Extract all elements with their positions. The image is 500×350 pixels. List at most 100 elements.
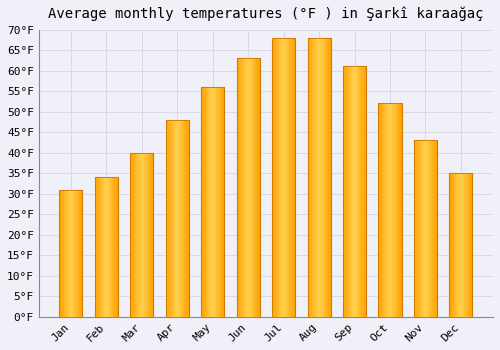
Bar — [149, 153, 150, 317]
Bar — [66, 190, 68, 317]
Bar — [95, 177, 118, 317]
Bar — [142, 153, 143, 317]
Bar — [144, 153, 146, 317]
Bar — [104, 177, 106, 317]
Bar — [358, 66, 359, 317]
Bar — [63, 190, 64, 317]
Bar — [151, 153, 152, 317]
Bar — [238, 58, 239, 317]
Bar — [166, 120, 189, 317]
Bar — [72, 190, 74, 317]
Bar — [60, 190, 82, 317]
Bar — [450, 173, 452, 317]
Bar — [276, 38, 278, 317]
Bar — [74, 190, 76, 317]
Bar — [468, 173, 469, 317]
Bar — [207, 87, 208, 317]
Bar — [463, 173, 464, 317]
Bar — [290, 38, 292, 317]
Bar — [308, 38, 310, 317]
Bar — [254, 58, 255, 317]
Bar — [169, 120, 170, 317]
Bar — [135, 153, 136, 317]
Bar — [62, 190, 63, 317]
Bar — [248, 58, 250, 317]
Bar — [352, 66, 354, 317]
Bar — [326, 38, 327, 317]
Title: Average monthly temperatures (°F ) in Şarkî karaağaç: Average monthly temperatures (°F ) in Şa… — [48, 7, 484, 21]
Bar — [287, 38, 288, 317]
Bar — [201, 87, 224, 317]
Bar — [314, 38, 316, 317]
Bar — [166, 120, 167, 317]
Bar — [396, 103, 397, 317]
Bar — [432, 140, 434, 317]
Bar — [390, 103, 391, 317]
Bar — [168, 120, 169, 317]
Bar — [183, 120, 184, 317]
Bar — [282, 38, 284, 317]
Bar — [252, 58, 253, 317]
Bar — [382, 103, 383, 317]
Bar — [98, 177, 100, 317]
Bar — [464, 173, 466, 317]
Bar — [71, 190, 72, 317]
Bar — [246, 58, 247, 317]
Bar — [210, 87, 212, 317]
Bar — [117, 177, 118, 317]
Bar — [244, 58, 245, 317]
Bar — [362, 66, 364, 317]
Bar — [456, 173, 458, 317]
Bar — [201, 87, 202, 317]
Bar — [278, 38, 279, 317]
Bar — [274, 38, 276, 317]
Bar — [400, 103, 402, 317]
Bar — [220, 87, 221, 317]
Bar — [112, 177, 114, 317]
Bar — [350, 66, 351, 317]
Bar — [65, 190, 66, 317]
Bar — [460, 173, 461, 317]
Bar — [454, 173, 455, 317]
Bar — [452, 173, 453, 317]
Bar — [214, 87, 215, 317]
Bar — [202, 87, 203, 317]
Bar — [311, 38, 312, 317]
Bar — [308, 38, 330, 317]
Bar — [388, 103, 389, 317]
Bar — [389, 103, 390, 317]
Bar — [378, 103, 380, 317]
Bar — [343, 66, 366, 317]
Bar — [343, 66, 366, 317]
Bar — [292, 38, 293, 317]
Bar — [328, 38, 330, 317]
Bar — [428, 140, 429, 317]
Bar — [221, 87, 222, 317]
Bar — [245, 58, 246, 317]
Bar — [110, 177, 111, 317]
Bar — [166, 120, 189, 317]
Bar — [312, 38, 314, 317]
Bar — [255, 58, 256, 317]
Bar — [348, 66, 349, 317]
Bar — [325, 38, 326, 317]
Bar — [130, 153, 154, 317]
Bar — [431, 140, 432, 317]
Bar — [181, 120, 182, 317]
Bar — [212, 87, 213, 317]
Bar — [176, 120, 178, 317]
Bar — [344, 66, 346, 317]
Bar — [140, 153, 142, 317]
Bar — [111, 177, 112, 317]
Bar — [420, 140, 421, 317]
Bar — [250, 58, 252, 317]
Bar — [272, 38, 274, 317]
Bar — [469, 173, 470, 317]
Bar — [174, 120, 175, 317]
Bar — [242, 58, 244, 317]
Bar — [272, 38, 295, 317]
Bar — [354, 66, 356, 317]
Bar — [216, 87, 218, 317]
Bar — [386, 103, 388, 317]
Bar — [421, 140, 422, 317]
